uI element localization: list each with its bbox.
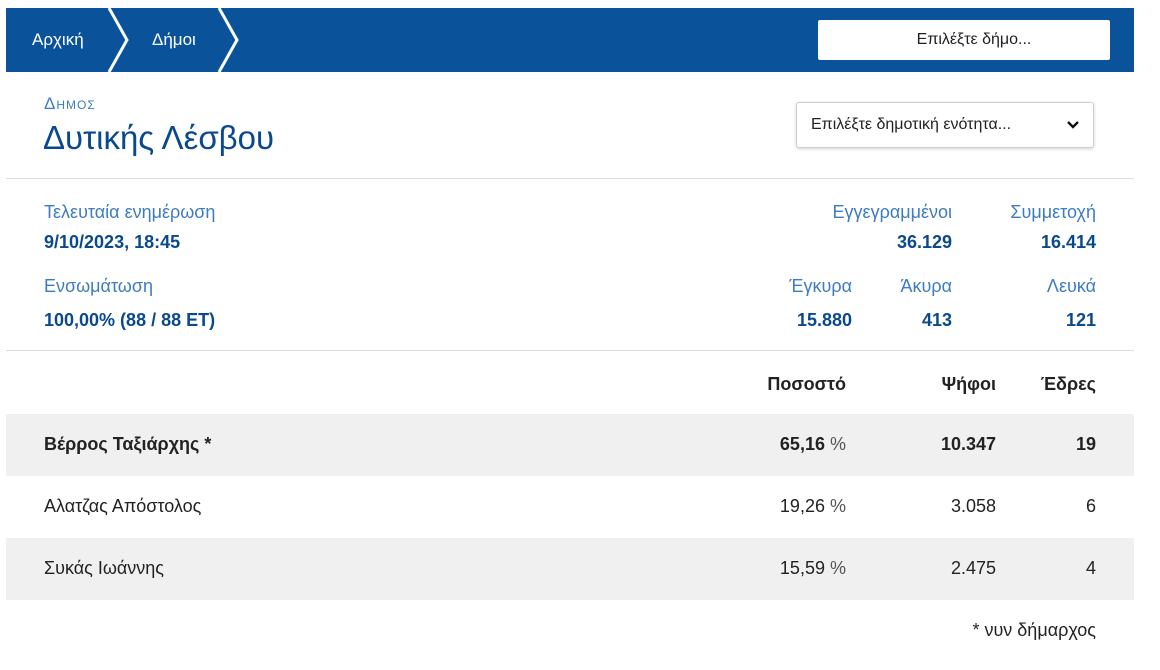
percent-value: 15,59 (779, 558, 825, 578)
registered-value: 36.129 (896, 232, 952, 252)
column-header-seats: Έδρες (1040, 374, 1096, 394)
candidate-votes: 2.475 (950, 558, 996, 578)
candidate-name: Βέρρος Ταξιάρχης * (44, 434, 212, 454)
blank-label: Λευκά (1046, 276, 1096, 296)
invalid-value: 413 (921, 310, 952, 330)
candidate-percent: 15,59 % (780, 558, 846, 579)
candidate-seats: 19 (1075, 434, 1096, 454)
municipal-unit-select-placeholder: Επιλέξτε δημοτική ενότητα... (811, 116, 1012, 133)
header-divider (6, 178, 1134, 179)
table-row: Βέρρος Ταξιάρχης * 65,16 % 10.347 19 (6, 414, 1134, 476)
percent-sign: % (829, 496, 846, 516)
table-row: Αλατζας Απόστολος 19,26 % 3.058 6 (6, 476, 1134, 538)
invalid-label: Άκυρα (900, 276, 952, 296)
page-kicker: Δημος (44, 94, 96, 113)
valid-label: Έγκυρα (789, 276, 852, 296)
candidate-votes: 3.058 (950, 496, 996, 516)
integration-value: 100,00% (88 / 88 ΕΤ) (44, 310, 216, 330)
registered-label: Εγγεγραμμένοι (832, 202, 952, 222)
chevron-down-icon (1067, 121, 1079, 129)
candidate-seats: 6 (1085, 496, 1096, 516)
footnote: * νυν δήμαρχος (972, 620, 1096, 640)
turnout-value: 16.414 (1040, 232, 1096, 252)
page-title: Δυτικής Λέσβου (43, 119, 275, 156)
breadcrumb-municipalities-link[interactable]: Δήμοι (152, 30, 196, 49)
candidate-votes: 10.347 (940, 434, 996, 454)
column-header-votes: Ψήφοι (941, 374, 996, 394)
candidate-name: Αλατζας Απόστολος (44, 496, 202, 516)
turnout-label: Συμμετοχή (1010, 202, 1096, 222)
municipal-unit-select[interactable]: Επιλέξτε δημοτική ενότητα... (796, 102, 1094, 148)
percent-sign: % (829, 558, 846, 578)
breadcrumb: Αρχική Δήμοι (6, 8, 256, 72)
municipality-select-placeholder: Επιλέξτε δήμο... (916, 31, 1032, 48)
candidate-percent: 19,26 % (780, 496, 846, 517)
valid-value: 15.880 (796, 310, 852, 330)
candidate-seats: 4 (1085, 558, 1096, 578)
column-header-percent: Ποσοστό (767, 374, 846, 394)
blank-value: 121 (1065, 310, 1096, 330)
page: Αρχική Δήμοι Επιλέξτε δήμο... Δημος Δυτι… (6, 8, 1134, 640)
top-nav-bar: Αρχική Δήμοι Επιλέξτε δήμο... (6, 8, 1134, 72)
last-update-value: 9/10/2023, 18:45 (44, 232, 181, 252)
percent-value: 65,16 (779, 434, 825, 454)
percent-value: 19,26 (779, 496, 825, 516)
integration-label: Ενσωμάτωση (44, 276, 153, 296)
municipality-select[interactable]: Επιλέξτε δήμο... (818, 20, 1110, 60)
table-row: Συκάς Ιωάννης 15,59 % 2.475 4 (6, 538, 1134, 600)
breadcrumb-home-link[interactable]: Αρχική (32, 30, 84, 49)
candidate-name: Συκάς Ιωάννης (44, 558, 164, 578)
percent-sign: % (829, 434, 846, 454)
breadcrumb-chevrons-icon (107, 8, 239, 72)
candidate-percent: 65,16 % (780, 434, 846, 455)
last-update-label: Τελευταία ενημέρωση (44, 202, 216, 222)
stats-divider (6, 350, 1134, 351)
